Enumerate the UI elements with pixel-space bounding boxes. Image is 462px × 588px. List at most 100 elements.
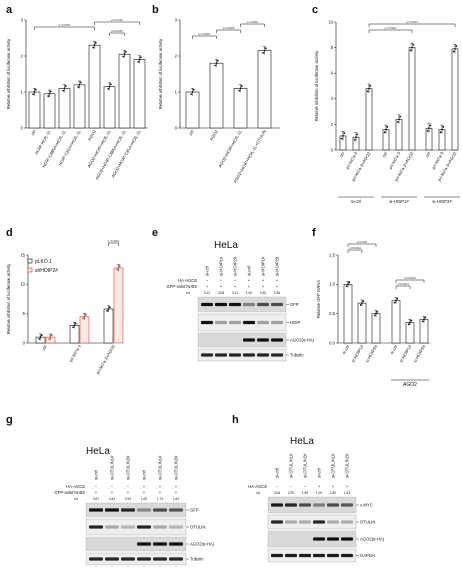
data-point [359, 304, 362, 306]
treatment-sign: + [332, 484, 335, 489]
y-tick-label: 10 [328, 19, 333, 24]
lane-label: si-HOIP2# [275, 256, 280, 276]
blot-band [105, 557, 119, 561]
data-point [399, 115, 402, 118]
bar [28, 91, 41, 129]
significance-bracket [34, 26, 95, 30]
blot-label: OTULIN [190, 525, 205, 530]
data-point [412, 44, 415, 46]
treatment-sign: − [95, 484, 98, 489]
ratio-value: 1.62 [173, 497, 179, 501]
blot-band [201, 353, 213, 357]
y-tick-label: 1.5 [329, 252, 335, 257]
panel-label-g: g [6, 414, 13, 426]
data-point [452, 50, 455, 53]
blot-band [327, 553, 339, 558]
ratio-value: 2.94 [125, 497, 131, 501]
panel-label-h: h [232, 414, 239, 426]
blot-band [153, 508, 167, 512]
data-point [442, 125, 445, 128]
blot-band [313, 520, 325, 524]
ratio-row-label: r/a [74, 497, 78, 501]
treatment-sign: + [206, 284, 209, 289]
data-point [429, 124, 432, 127]
data-point [340, 137, 343, 140]
hela-title-h: HeLa [290, 436, 314, 447]
blot-band [89, 508, 103, 512]
data-point [409, 321, 411, 324]
significance-bracket [395, 285, 411, 289]
significance-bracket [240, 23, 265, 27]
y-tick-label: 15 [20, 252, 25, 257]
blot-band [341, 537, 353, 541]
data-point [362, 300, 365, 303]
group-label: si-ctrl [351, 199, 361, 204]
treatment-sign: + [276, 284, 279, 289]
data-point [94, 42, 97, 44]
data-point [428, 127, 430, 130]
data-point [40, 334, 43, 337]
bar [79, 316, 90, 344]
y-tick-label: 1.0 [329, 282, 335, 287]
lane-label: si-ctrl [94, 470, 99, 480]
blot-label: Tubulin [290, 353, 304, 358]
data-point [139, 56, 142, 59]
significance-bracket [109, 32, 125, 36]
data-point [79, 81, 82, 84]
treatment-sign: + [248, 284, 251, 289]
x-category-label: ctrl [30, 129, 37, 136]
data-point [192, 88, 195, 91]
treatment-sign: − [220, 278, 223, 283]
significance-bracket [192, 35, 217, 39]
data-point [190, 93, 193, 96]
lane-label: si-OTULIN2# [303, 453, 308, 478]
bar [209, 62, 224, 129]
data-point [383, 131, 386, 134]
data-point [262, 51, 265, 54]
p-value-label: p<0.0001 [108, 239, 120, 243]
blot-label: AGO2(α-HA) [190, 542, 215, 547]
chart-c: 0 2 4 6 8 10 Relative inhibition of luciferase… [314, 19, 460, 204]
panel-label-e: e [152, 227, 159, 239]
blot-band [327, 520, 339, 524]
chart-d: 0 5 10 15 Relative inhibition of luciferase … [6, 239, 124, 375]
data-point [439, 131, 442, 134]
x-category-label: ctrl [381, 151, 388, 158]
treatment-sign: − [276, 484, 279, 489]
y-tick-label: 0 [21, 125, 24, 130]
x-category-label: ctrl [41, 344, 48, 351]
data-point [386, 125, 389, 128]
bar [103, 308, 114, 344]
data-point [395, 299, 397, 302]
lane-label: si-ctrl [205, 266, 210, 276]
data-point [62, 89, 65, 92]
data-point [238, 89, 241, 92]
treatment-sign: − [234, 278, 237, 283]
data-point [106, 309, 109, 312]
blot-band [243, 353, 255, 357]
y-tick-label: 2 [21, 53, 24, 58]
chart-a: 0 1 2 3 Relative inhibition of luciferase ac… [6, 17, 148, 181]
data-point [117, 267, 120, 269]
y-tick-label: 0.5 [329, 311, 335, 316]
lane-label: si-OTULIN2# [345, 453, 350, 478]
data-point [48, 92, 51, 95]
data-point [454, 47, 456, 50]
bar [43, 93, 56, 129]
legend-swatch [27, 258, 33, 264]
bar [451, 48, 459, 151]
y-tick-label: 3 [21, 17, 24, 22]
treatment-sign: + [159, 490, 162, 495]
data-point [122, 55, 125, 58]
p-value-label: p<0.0001 [397, 282, 409, 286]
x-category-label: si-ctrl [341, 344, 350, 355]
blot-band [105, 525, 119, 529]
ratio-value: 3.06 [274, 491, 280, 495]
blot-band [285, 553, 297, 558]
lane-label: si-ctrl [247, 266, 252, 276]
blot-band [313, 537, 325, 541]
bar [391, 300, 401, 344]
blot-band [121, 508, 135, 512]
y-tick-label: 3 [175, 17, 178, 22]
treatment-sign: + [248, 278, 251, 283]
